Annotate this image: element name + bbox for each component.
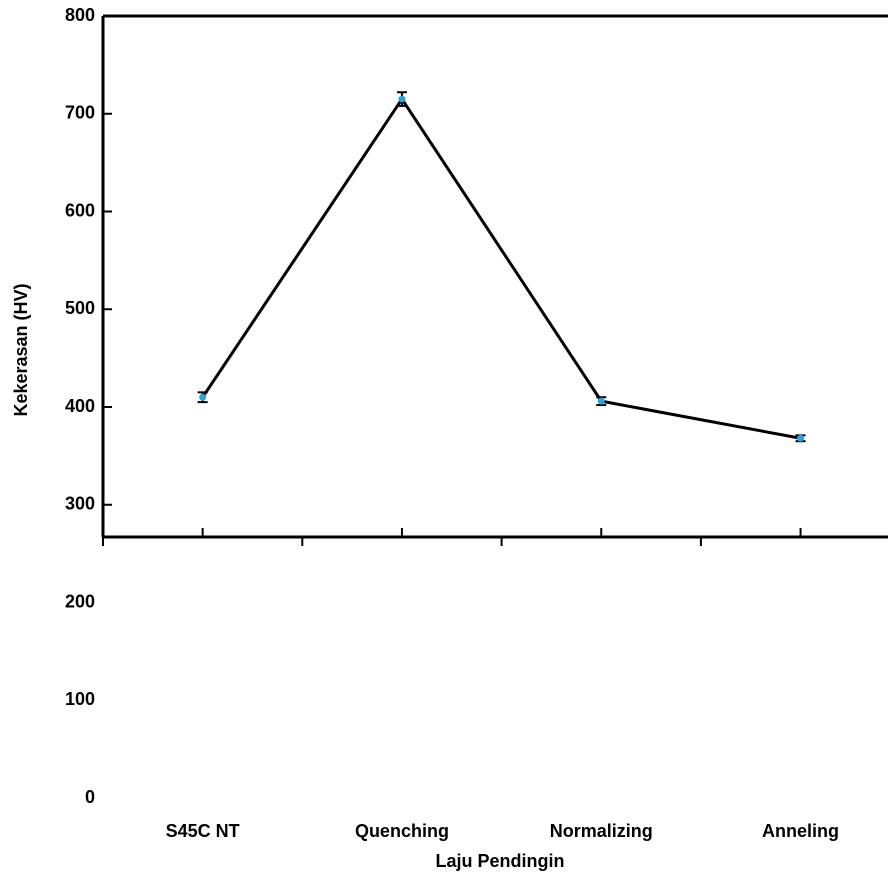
x-axis-title: Laju Pendingin <box>436 851 565 871</box>
x-tick-label: Quenching <box>355 821 449 841</box>
x-tick-label: Normalizing <box>550 821 653 841</box>
marker <box>797 434 805 442</box>
y-tick-label: 0 <box>85 787 95 807</box>
y-tick-label: 600 <box>65 200 95 220</box>
y-axis-title: Kekerasan (HV) <box>11 283 31 416</box>
y-tick-label: 200 <box>65 591 95 611</box>
marker <box>199 393 207 401</box>
line <box>201 96 801 440</box>
x-tick-label: Anneling <box>762 821 839 841</box>
y-tick-label: 100 <box>65 689 95 709</box>
y-tick-label: 500 <box>65 298 95 318</box>
marker <box>597 397 605 405</box>
y-tick-label: 700 <box>65 103 95 123</box>
y-tick-label: 300 <box>65 494 95 514</box>
y-tick-label: 400 <box>65 396 95 416</box>
x-tick-label: S45C NT <box>166 821 240 841</box>
y-tick-label: 800 <box>65 5 95 25</box>
marker <box>398 95 406 103</box>
